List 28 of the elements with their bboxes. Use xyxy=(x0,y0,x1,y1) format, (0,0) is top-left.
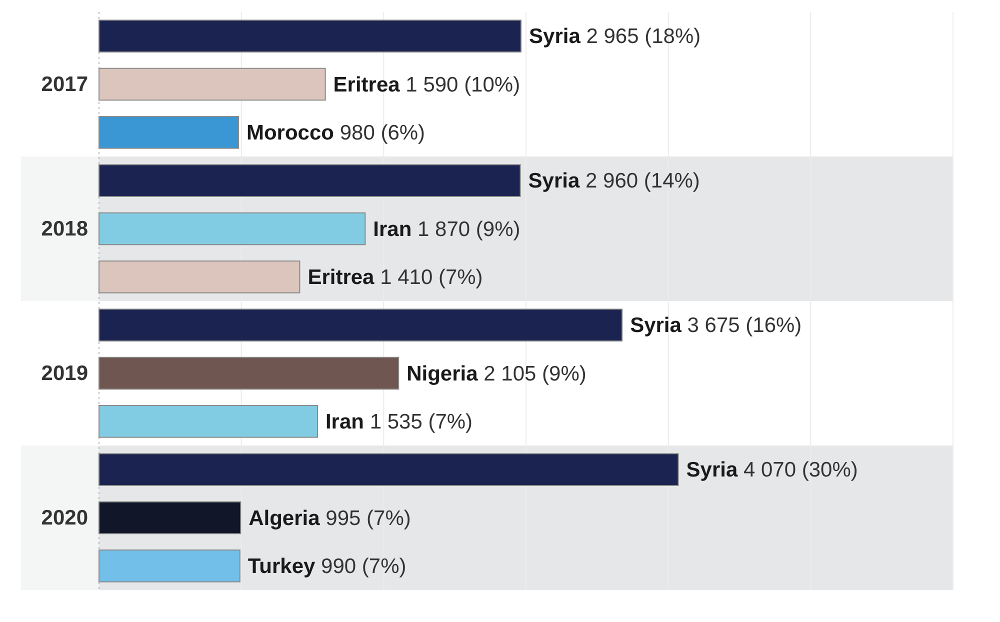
data-label: Iran 1 870 (9%) xyxy=(373,217,520,240)
data-label: Eritrea 1 590 (10%) xyxy=(333,72,520,96)
y-tick-label: 2020 xyxy=(41,506,88,530)
bar xyxy=(98,405,318,438)
data-label: Syria 2 960 (14%) xyxy=(528,169,700,192)
bar xyxy=(98,260,300,294)
data-label: Iran 1 535 (7%) xyxy=(325,410,473,433)
bar xyxy=(98,501,242,534)
data-label: Syria 2 965 (18%) xyxy=(529,24,701,48)
y-tick-label: 2018 xyxy=(41,217,88,240)
data-label: Syria 3 675 (16%) xyxy=(630,314,802,337)
bar xyxy=(98,356,400,390)
bar xyxy=(98,68,326,101)
bar xyxy=(98,308,623,342)
y-tick-label: 2019 xyxy=(41,362,88,385)
bar xyxy=(98,550,240,582)
data-label: Eritrea 1 410 (7%) xyxy=(308,265,483,288)
data-label: Morocco 980 (6%) xyxy=(246,120,426,144)
bar xyxy=(98,20,522,52)
bar xyxy=(98,453,679,486)
data-label: Syria 4 070 (30%) xyxy=(686,458,858,482)
data-label: Algeria 995 (7%) xyxy=(248,506,411,530)
bar xyxy=(98,116,239,149)
data-label: Turkey 990 (7%) xyxy=(248,554,406,578)
bar xyxy=(98,164,521,197)
bar xyxy=(98,212,366,246)
data-label: Nigeria 2 105 (9%) xyxy=(406,362,586,385)
y-tick-label: 2017 xyxy=(41,72,88,96)
